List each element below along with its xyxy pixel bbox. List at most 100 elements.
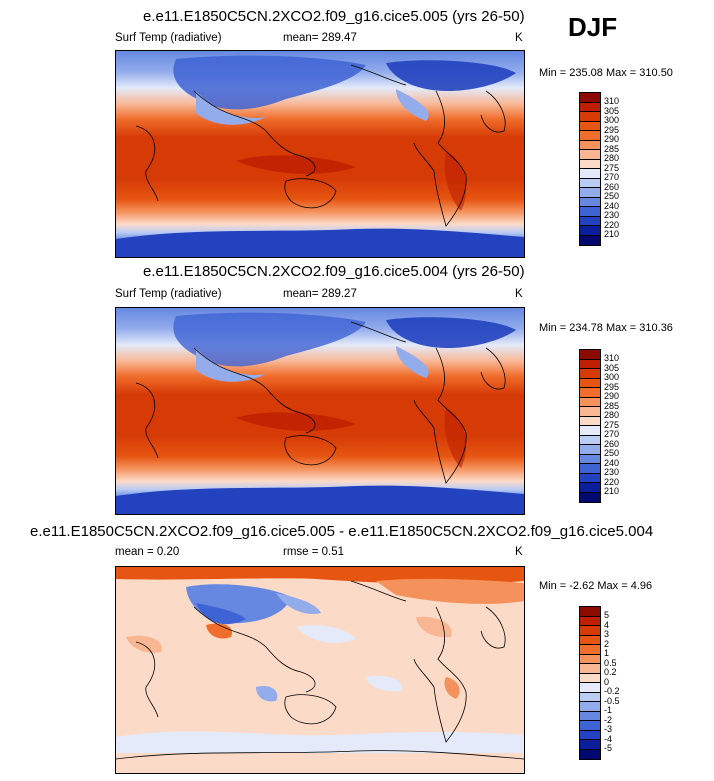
colorbar-swatch bbox=[580, 378, 600, 388]
panel-1-unit: K bbox=[515, 32, 523, 44]
colorbar-swatch bbox=[580, 102, 600, 112]
colorbar-level-label: 290 bbox=[604, 391, 620, 401]
panel-1-map bbox=[115, 50, 525, 258]
panel-3-unit: K bbox=[515, 546, 523, 558]
colorbar-level-label: 230 bbox=[604, 210, 620, 220]
colorbar-swatch bbox=[580, 388, 600, 398]
colorbar-level-label: 210 bbox=[604, 486, 620, 496]
colorbar-level-label: 0.5 bbox=[604, 657, 617, 668]
colorbar-swatch bbox=[580, 740, 600, 750]
colorbar-swatch bbox=[580, 131, 600, 141]
colorbar-level-label: 270 bbox=[604, 429, 620, 439]
colorbar-level-label: 280 bbox=[604, 153, 620, 163]
colorbar-level-label: 230 bbox=[604, 467, 620, 477]
colorbar-swatch bbox=[580, 711, 600, 721]
colorbar-level-label: 3 bbox=[604, 629, 610, 639]
colorbar-level-label: -4 bbox=[604, 733, 613, 744]
panel-3-mean: mean = 0.20 bbox=[115, 546, 180, 558]
colorbar-level-label: -0.2 bbox=[604, 686, 620, 696]
colorbar-swatch bbox=[580, 483, 600, 493]
colorbar-level-label: 285 bbox=[604, 143, 620, 154]
colorbar-level-label: 260 bbox=[604, 438, 620, 449]
colorbar-swatch bbox=[580, 445, 600, 455]
panel-3-colorbar-swatches bbox=[579, 606, 601, 760]
colorbar-level-label: 275 bbox=[604, 162, 620, 173]
colorbar-level-label: 220 bbox=[604, 219, 620, 230]
colorbar-swatch bbox=[580, 112, 600, 122]
colorbar-swatch bbox=[580, 435, 600, 445]
panel-1-variable: Surf Temp (radiative) bbox=[115, 32, 222, 44]
colorbar-level-label: 295 bbox=[604, 381, 620, 392]
colorbar-level-label: -1 bbox=[604, 705, 613, 715]
colorbar-swatch bbox=[580, 216, 600, 226]
colorbar-level-label: 310 bbox=[604, 353, 620, 363]
colorbar-swatch bbox=[580, 407, 600, 417]
colorbar-level-label: 295 bbox=[604, 124, 620, 135]
panel-2-mean: mean= 289.27 bbox=[283, 288, 357, 300]
colorbar-swatch bbox=[580, 492, 600, 502]
colorbar-swatch bbox=[580, 626, 600, 636]
colorbar-swatch bbox=[580, 121, 600, 131]
colorbar-level-label: -0.5 bbox=[604, 695, 620, 706]
season-label: DJF bbox=[568, 12, 618, 42]
colorbar-swatch bbox=[580, 673, 600, 683]
colorbar-level-label: -2 bbox=[604, 714, 613, 725]
panel-1-minmax: Min = 235.08 Max = 310.50 bbox=[539, 67, 673, 79]
colorbar-swatch bbox=[580, 359, 600, 369]
colorbar-swatch bbox=[580, 397, 600, 407]
panel-2-colorbar-swatches bbox=[579, 349, 601, 503]
colorbar-swatch bbox=[580, 169, 600, 179]
colorbar-level-label: 0.2 bbox=[604, 667, 617, 677]
colorbar-level-label: 2 bbox=[604, 638, 610, 649]
colorbar-level-label: 275 bbox=[604, 419, 620, 430]
colorbar-swatch bbox=[580, 645, 600, 655]
panel-1-mean: mean= 289.47 bbox=[283, 32, 357, 44]
colorbar-level-label: 210 bbox=[604, 229, 620, 239]
colorbar-level-label: -5 bbox=[604, 743, 613, 753]
colorbar-level-label: -3 bbox=[604, 724, 613, 734]
colorbar-level-label: 310 bbox=[604, 96, 620, 106]
colorbar-swatch bbox=[580, 635, 600, 645]
colorbar-swatch bbox=[580, 426, 600, 436]
colorbar-level-label: 260 bbox=[604, 181, 620, 192]
colorbar-swatch bbox=[580, 416, 600, 426]
colorbar-level-label: 5 bbox=[604, 610, 610, 620]
panel-2-unit: K bbox=[515, 288, 523, 300]
colorbar-swatch bbox=[580, 721, 600, 731]
colorbar-swatch bbox=[580, 140, 600, 150]
colorbar-swatch bbox=[580, 664, 600, 674]
colorbar-swatch bbox=[580, 150, 600, 160]
colorbar-swatch bbox=[580, 473, 600, 483]
panel-1-temperature-field bbox=[116, 51, 524, 257]
colorbar-level-label: 290 bbox=[604, 134, 620, 144]
colorbar-swatch bbox=[580, 93, 600, 103]
colorbar-swatch bbox=[580, 464, 600, 474]
colorbar-swatch bbox=[580, 607, 600, 617]
panel-1-title: e.e11.E1850C5CN.2XCO2.f09_g16.cice5.005 … bbox=[143, 8, 525, 25]
colorbar-level-label: 250 bbox=[604, 191, 620, 201]
colorbar-level-label: 280 bbox=[604, 410, 620, 420]
panel-2-minmax: Min = 234.78 Max = 310.36 bbox=[539, 322, 673, 334]
panel-3-map bbox=[115, 566, 525, 774]
colorbar-level-label: 305 bbox=[604, 362, 620, 373]
panel-2-temperature-field bbox=[116, 308, 524, 514]
panel-3-rmse: rmse = 0.51 bbox=[283, 546, 345, 558]
colorbar-swatch bbox=[580, 749, 600, 759]
colorbar-level-label: 270 bbox=[604, 172, 620, 182]
panel-1-colorbar-swatches bbox=[579, 92, 601, 246]
panel-2-variable: Surf Temp (radiative) bbox=[115, 288, 222, 300]
colorbar-level-label: 300 bbox=[604, 115, 620, 125]
colorbar-swatch bbox=[580, 350, 600, 360]
colorbar-level-label: 240 bbox=[604, 200, 620, 211]
colorbar-swatch bbox=[580, 207, 600, 217]
colorbar-level-label: 220 bbox=[604, 476, 620, 487]
colorbar-swatch bbox=[580, 692, 600, 702]
colorbar-level-label: 4 bbox=[604, 619, 610, 630]
colorbar-swatch bbox=[580, 683, 600, 693]
colorbar-swatch bbox=[580, 702, 600, 712]
panel-2-title: e.e11.E1850C5CN.2XCO2.f09_g16.cice5.004 … bbox=[143, 263, 525, 280]
colorbar-swatch bbox=[580, 454, 600, 464]
colorbar-swatch bbox=[580, 178, 600, 188]
colorbar-level-label: 250 bbox=[604, 448, 620, 458]
colorbar-swatch bbox=[580, 369, 600, 379]
